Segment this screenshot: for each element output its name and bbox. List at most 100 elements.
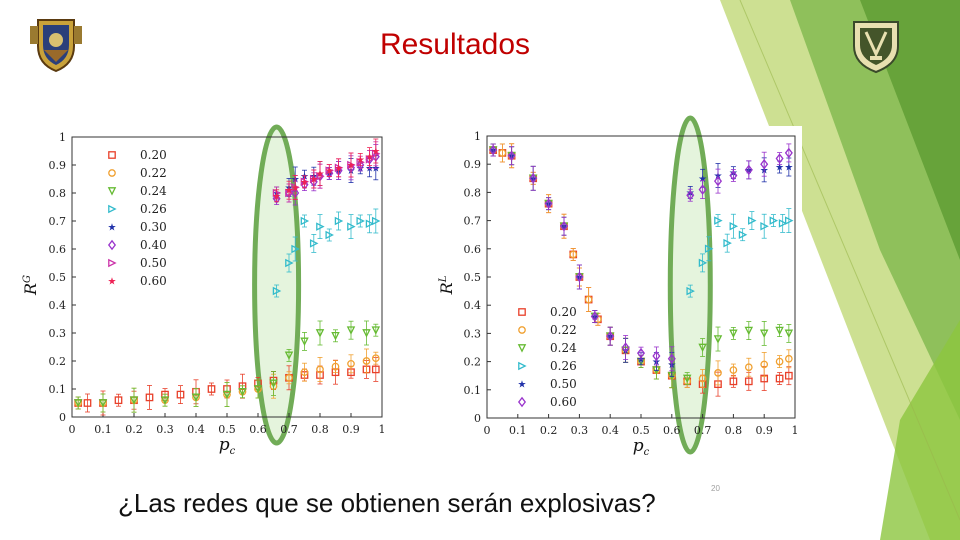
data-point [300, 216, 310, 226]
legend: 0.20 0.22 0.24 0.26 ★ 0.30 0.40 0.50 ★ 0.60 [108, 148, 168, 288]
data-point [316, 365, 324, 374]
data-point: ★ [291, 183, 300, 194]
slide-number: 20 [711, 484, 720, 493]
x-tick-label: 0.2 [540, 424, 558, 437]
data-point [347, 359, 355, 368]
data-point [73, 399, 83, 408]
legend-marker [517, 396, 527, 408]
data-point [744, 326, 754, 336]
data-point [698, 184, 707, 195]
y-tick-label: 0.3 [49, 327, 67, 340]
data-point [291, 244, 300, 254]
data-point: ★ [371, 147, 380, 158]
x-tick-label: 1 [792, 424, 799, 437]
x-tick-label: 0.2 [125, 423, 143, 436]
deco-line [739, 0, 960, 521]
x-tick-label: 0.8 [725, 424, 743, 437]
data-point: ★ [698, 174, 707, 185]
y-tick-label: 0.9 [464, 158, 482, 171]
data-point [729, 366, 738, 374]
data-point [729, 221, 739, 231]
data-point [371, 365, 380, 374]
data-point [300, 337, 309, 347]
x-tick-label: 0.1 [94, 423, 112, 436]
data-point [129, 396, 139, 405]
y-tick-label: 0.2 [49, 355, 67, 368]
y-axis-label: RG [21, 275, 40, 296]
data-point [584, 295, 593, 304]
legend-marker [107, 239, 117, 251]
data-point [775, 357, 784, 366]
legend-marker [518, 361, 527, 371]
data-point: ★ [272, 191, 281, 202]
data-point [284, 351, 294, 361]
data-point [738, 230, 748, 239]
data-point: ★ [316, 169, 325, 180]
legend-marker [107, 187, 117, 196]
data-point [365, 219, 375, 229]
data-point [621, 342, 630, 353]
legend-marker [108, 169, 116, 177]
x-tick-label: 0.3 [571, 424, 589, 437]
data-point: ★ [347, 161, 356, 172]
data-point [371, 326, 381, 335]
y-tick-label: 1 [59, 131, 66, 144]
x-tick-label: 0.8 [311, 423, 329, 436]
data-point: ★ [285, 186, 294, 197]
data-point [686, 189, 695, 201]
series-0.26 [686, 208, 794, 298]
data-point [83, 399, 92, 407]
data-point [489, 144, 498, 156]
series-0.24 [73, 320, 381, 413]
data-point: ★ [365, 152, 374, 163]
data-point [760, 158, 769, 170]
data-point [744, 164, 753, 176]
data-point: ★ [365, 163, 374, 174]
legend-marker [517, 344, 527, 353]
x-tick-label: 0.4 [187, 423, 205, 436]
data-point [356, 216, 365, 226]
legend-label: 0.24 [550, 341, 577, 355]
data-point [356, 159, 365, 171]
closing-question: ¿Las redes que se obtienen serán explosi… [118, 488, 656, 518]
data-point [575, 271, 584, 283]
data-point [667, 353, 676, 365]
data-point [315, 329, 325, 338]
legend-label: 0.26 [140, 202, 167, 216]
y-tick-label: 0.1 [49, 383, 67, 396]
y-tick-label: 0.8 [49, 187, 67, 200]
data-point [606, 330, 615, 342]
data-point [325, 168, 334, 179]
legend-marker [518, 308, 526, 316]
data-point: ★ [309, 175, 318, 186]
data-point [331, 331, 340, 341]
data-point: ★ [637, 354, 646, 365]
data-point [729, 329, 738, 339]
x-tick-label: 0.9 [342, 423, 360, 436]
data-point [498, 149, 507, 157]
data-point [269, 379, 278, 389]
data-point [744, 363, 753, 372]
x-tick-label: 0 [484, 424, 491, 437]
y-tick-label: 0.7 [464, 215, 482, 228]
legend-label: 0.40 [140, 238, 167, 252]
data-point [759, 329, 769, 339]
x-tick-label: 0.6 [249, 423, 267, 436]
data-point [222, 390, 232, 400]
data-point [272, 286, 282, 296]
legend-label: 0.26 [550, 359, 577, 373]
data-point [331, 362, 340, 371]
data-point [371, 216, 381, 226]
chart-rl: 0 0.1 0.2 0.3 0.4 0.5 0.6 0.7 0.8 0.9 1 0 0.1 0.2 0.3 0… [437, 115, 799, 458]
x-tick-label: 0 [69, 423, 76, 436]
data-point [285, 373, 293, 382]
data-point [559, 220, 569, 232]
legend-label: 0.60 [550, 395, 577, 409]
y-tick-label: 0.2 [464, 356, 482, 369]
legend-label: 0.20 [140, 148, 167, 162]
x-tick-label: 0.3 [156, 423, 174, 436]
data-point [569, 250, 578, 259]
data-point [784, 147, 793, 159]
legend-marker [108, 204, 117, 214]
legend-label: 0.20 [550, 305, 577, 319]
